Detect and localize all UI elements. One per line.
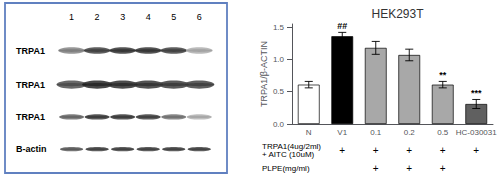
svg-text:+ AITC (10uM): + AITC (10uM) <box>262 150 315 159</box>
svg-text:TRPA1: TRPA1 <box>16 46 45 56</box>
svg-text:6: 6 <box>197 12 202 22</box>
svg-text:N: N <box>306 128 312 137</box>
svg-text:+: + <box>440 163 446 174</box>
svg-text:2: 2 <box>95 12 100 22</box>
svg-text:4: 4 <box>146 12 151 22</box>
svg-text:+: + <box>473 145 479 156</box>
svg-text:+: + <box>406 163 412 174</box>
svg-text:V1: V1 <box>337 128 347 137</box>
svg-text:0.1: 0.1 <box>370 128 382 137</box>
svg-text:***: *** <box>471 88 482 98</box>
svg-text:1.5: 1.5 <box>273 23 285 32</box>
svg-text:TRPA1/β-ACTIN: TRPA1/β-ACTIN <box>259 41 269 107</box>
svg-text:HEK293T: HEK293T <box>371 7 424 21</box>
svg-text:+: + <box>406 145 412 156</box>
svg-text:##: ## <box>337 21 347 31</box>
svg-text:0.5: 0.5 <box>437 128 449 137</box>
svg-text:TRPA1: TRPA1 <box>16 112 45 122</box>
svg-text:0.0: 0.0 <box>273 120 285 129</box>
svg-text:0.2: 0.2 <box>404 128 416 137</box>
svg-text:1.0: 1.0 <box>273 55 285 64</box>
svg-text:1: 1 <box>69 12 74 22</box>
svg-text:5: 5 <box>171 12 176 22</box>
svg-text:0.5: 0.5 <box>273 87 285 96</box>
svg-text:TRPA1(4ug/2ml): TRPA1(4ug/2ml) <box>262 141 321 151</box>
svg-text:PLPE(mg/ml): PLPE(mg/ml) <box>262 164 310 173</box>
svg-text:B-actin: B-actin <box>16 144 47 154</box>
svg-text:+: + <box>339 145 345 156</box>
svg-text:3: 3 <box>120 12 125 22</box>
svg-text:TRPA1: TRPA1 <box>16 80 45 90</box>
svg-text:+: + <box>373 163 379 174</box>
svg-text:**: ** <box>439 70 447 80</box>
svg-text:+: + <box>440 145 446 156</box>
svg-text:+: + <box>373 145 379 156</box>
svg-text:HC-030031: HC-030031 <box>456 128 497 137</box>
